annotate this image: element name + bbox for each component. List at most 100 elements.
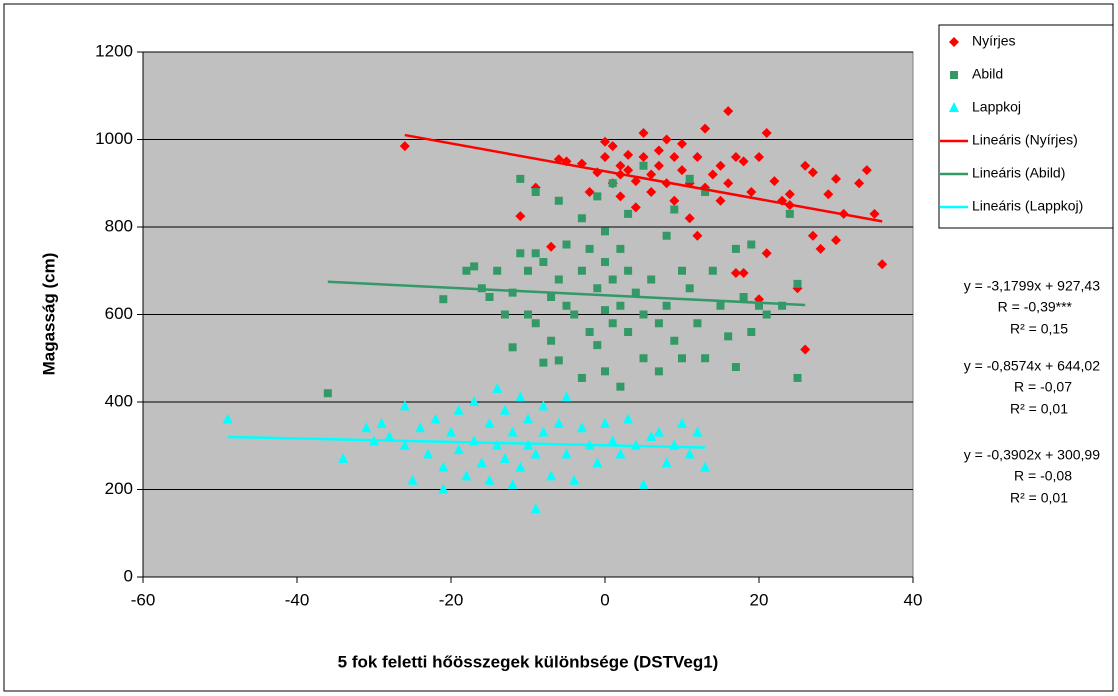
point [593,341,602,350]
point [778,301,787,310]
point [407,474,418,485]
point [823,189,834,200]
point [561,448,572,459]
point [661,134,672,145]
point [738,156,749,167]
x-axis-label: 5 fok feletti hőösszegek különbsége (DST… [338,652,719,671]
point [623,165,634,176]
point [577,266,586,275]
point [438,483,449,494]
y-tick-label: 1000 [95,129,133,148]
point [761,127,772,138]
point [323,389,332,398]
point [639,161,648,170]
point [461,470,472,481]
point [800,160,811,171]
point [615,191,626,202]
point [631,288,640,297]
trend-equation: y = -0,3902x + 300,99 [964,447,1100,463]
point [707,169,718,180]
point [607,435,618,446]
point [523,413,533,424]
point [624,328,633,336]
point [639,310,648,319]
point [562,240,571,249]
point [747,328,756,336]
x-tick-label: -40 [285,590,310,609]
point [723,106,734,117]
point [516,174,525,183]
point [515,391,526,402]
point [462,266,471,275]
point [600,152,610,162]
point [624,266,633,275]
point [670,205,679,214]
trend-equation: y = -3,1799x + 927,43 [964,278,1100,294]
point [538,426,549,437]
point [500,310,509,319]
point [439,295,448,304]
point [784,189,795,200]
point [399,141,410,152]
point [692,230,703,241]
y-tick-label: 200 [105,479,133,498]
point [524,310,532,319]
point [593,284,602,293]
trend-r: R = -0,07 [1014,379,1072,395]
point [499,404,510,415]
point [723,178,734,189]
point [531,249,540,258]
point [601,367,609,376]
point [800,344,811,355]
point [507,426,518,437]
point [831,235,841,246]
point [608,275,617,284]
trend-line [404,133,883,223]
point [701,188,710,196]
point [653,426,664,437]
trend-line [227,435,706,449]
point [739,293,748,301]
point [730,152,741,162]
point [361,422,372,433]
point [684,448,695,459]
point [222,413,233,424]
point [692,152,703,162]
point [661,457,672,468]
point [492,439,503,450]
point [547,336,556,345]
point [538,400,549,411]
point [949,102,959,112]
legend-label: Lineáris (Nyírjes) [972,132,1078,148]
point [731,244,740,253]
point [585,244,594,253]
x-tick-label: -60 [131,590,156,609]
point [630,176,641,187]
point [669,195,680,206]
point [585,328,594,336]
point [669,152,680,162]
point [630,202,641,213]
point [493,266,502,275]
point [639,354,648,363]
point [950,71,958,79]
point [608,319,617,328]
point [715,160,726,171]
point [831,173,841,184]
point [685,174,694,183]
point [653,145,664,156]
point [600,136,610,147]
point [539,358,548,367]
point [646,187,657,197]
x-tick-label: -20 [439,590,464,609]
x-tick-label: 0 [600,590,609,609]
point [531,319,540,328]
point [561,391,572,402]
point [515,211,526,222]
point [524,266,532,275]
point [547,293,556,301]
legend-label: Lappkoj [972,99,1021,115]
trend-equation: y = -0,8574x + 644,02 [964,358,1100,374]
point [646,431,657,441]
